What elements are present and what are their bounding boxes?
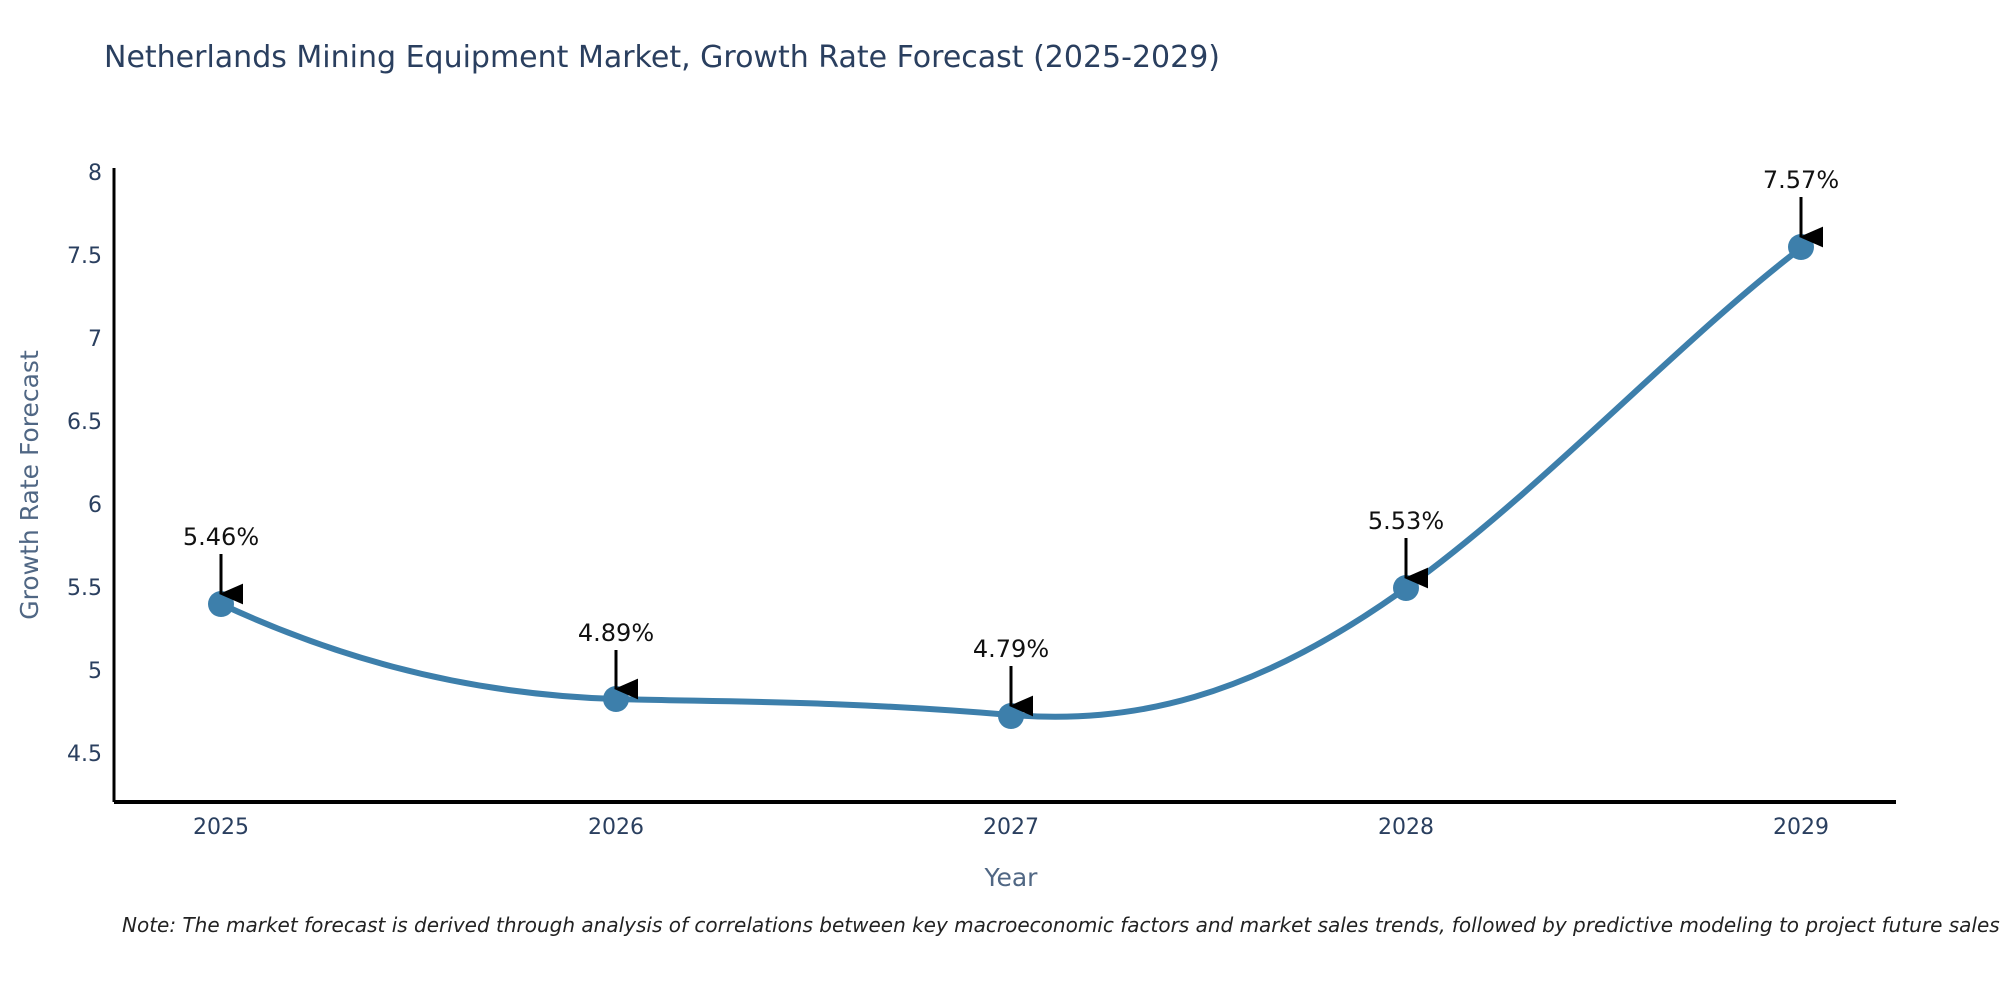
y-axis-title: Growth Rate Forecast xyxy=(15,350,44,620)
y-tick-label: 5.5 xyxy=(67,576,102,601)
y-tick-label: 6 xyxy=(88,493,102,518)
x-tick-label: 2028 xyxy=(1378,815,1434,840)
x-axis-title: Year xyxy=(984,863,1039,892)
y-tick-label: 5 xyxy=(88,659,102,684)
data-point-marker[interactable] xyxy=(1393,575,1419,601)
annotation-arrows xyxy=(219,197,1824,717)
data-point-marker[interactable] xyxy=(603,686,629,712)
x-tick-label: 2027 xyxy=(983,815,1039,840)
chart-footnote: Note: The market forecast is derived thr… xyxy=(122,913,2000,937)
data-point-marker[interactable] xyxy=(1788,234,1814,260)
annotation-labels: 5.46% 4.89% 4.79% 5.53% 7.57% xyxy=(183,166,1839,663)
data-point-label: 5.53% xyxy=(1368,507,1444,535)
y-tick-label: 6.5 xyxy=(67,410,102,435)
x-tick-label: 2029 xyxy=(1773,815,1829,840)
y-tick-labels: 8 7.5 7 6.5 6 5.5 5 4.5 xyxy=(67,161,102,767)
data-point-label: 7.57% xyxy=(1763,166,1839,194)
data-point-label: 5.46% xyxy=(183,523,259,551)
x-tick-label: 2026 xyxy=(588,815,644,840)
y-tick-label: 4.5 xyxy=(67,742,102,767)
y-tick-label: 7.5 xyxy=(67,244,102,269)
data-point-label: 4.89% xyxy=(578,619,654,647)
page-title: Netherlands Mining Equipment Market, Gro… xyxy=(104,40,1221,75)
data-point-marker[interactable] xyxy=(208,591,234,617)
data-point-label: 4.79% xyxy=(973,635,1049,663)
y-tick-label: 8 xyxy=(88,161,102,186)
x-tick-label: 2025 xyxy=(193,815,249,840)
y-tick-label: 7 xyxy=(88,327,102,352)
x-tick-labels: 2025 2026 2027 2028 2029 xyxy=(193,815,1829,840)
data-point-marker[interactable] xyxy=(998,703,1024,729)
